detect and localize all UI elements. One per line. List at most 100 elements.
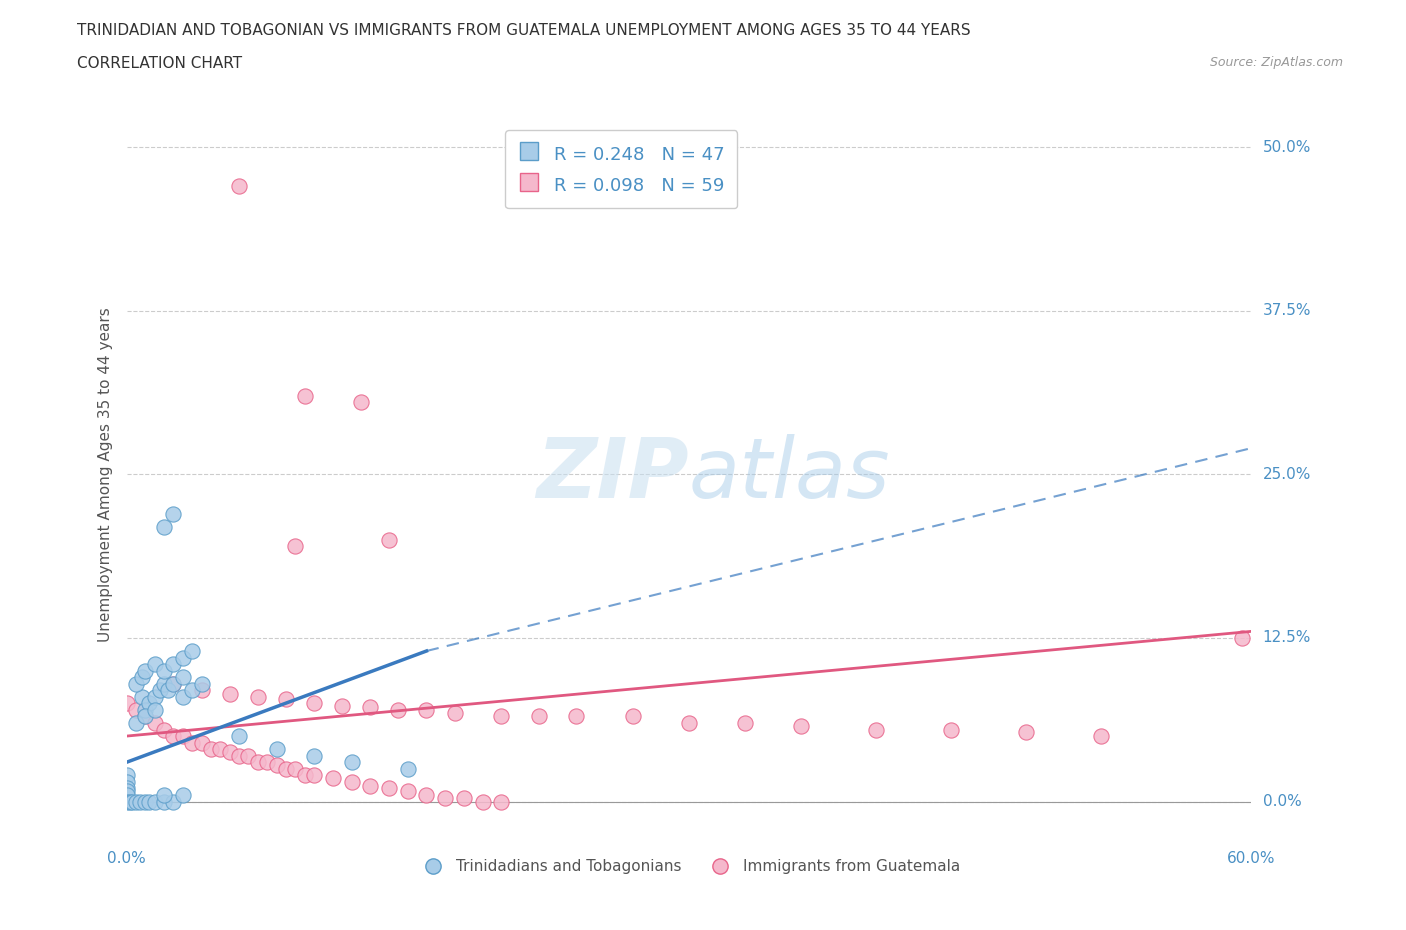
Point [302, 749, 325, 764]
Point [153, 722, 176, 737]
Point [294, 768, 316, 783]
Point [284, 538, 307, 553]
Point [453, 790, 475, 805]
Text: TRINIDADIAN AND TOBAGONIAN VS IMMIGRANTS FROM GUATEMALA UNEMPLOYMENT AMONG AGES : TRINIDADIAN AND TOBAGONIAN VS IMMIGRANTS… [77, 23, 972, 38]
Point [340, 755, 363, 770]
Point [125, 715, 148, 730]
Legend: Trinidadians and Tobagonians, Immigrants from Guatemala: Trinidadians and Tobagonians, Immigrants… [412, 853, 966, 880]
Point [228, 749, 250, 764]
Text: 0.0%: 0.0% [1263, 794, 1302, 809]
Point [734, 715, 756, 730]
Point [134, 709, 156, 724]
Point [120, 794, 142, 809]
Point [143, 657, 166, 671]
Point [415, 788, 437, 803]
Text: ZIP: ZIP [536, 433, 689, 515]
Text: 50.0%: 50.0% [1263, 140, 1310, 154]
Point [172, 670, 194, 684]
Point [340, 775, 363, 790]
Point [218, 686, 240, 701]
Point [621, 709, 644, 724]
Point [471, 794, 494, 809]
Point [274, 692, 297, 707]
Text: 60.0%: 60.0% [1227, 851, 1275, 866]
Point [143, 794, 166, 809]
Point [378, 781, 401, 796]
Point [359, 778, 381, 793]
Text: atlas: atlas [689, 433, 890, 515]
Point [143, 715, 166, 730]
Text: Source: ZipAtlas.com: Source: ZipAtlas.com [1209, 56, 1343, 69]
Point [143, 689, 166, 704]
Point [238, 749, 260, 764]
Point [138, 696, 160, 711]
Point [434, 790, 457, 805]
Point [162, 676, 184, 691]
Point [396, 762, 419, 777]
Point [865, 722, 887, 737]
Point [138, 794, 160, 809]
Point [172, 689, 194, 704]
Point [200, 742, 222, 757]
Point [941, 722, 963, 737]
Y-axis label: Unemployment Among Ages 35 to 44 years: Unemployment Among Ages 35 to 44 years [97, 307, 112, 642]
Text: 0.0%: 0.0% [107, 851, 146, 866]
Point [246, 689, 269, 704]
Point [128, 794, 150, 809]
Point [190, 683, 212, 698]
Point [266, 742, 288, 757]
Point [284, 762, 307, 777]
Point [302, 768, 325, 783]
Point [115, 788, 138, 803]
Point [1090, 728, 1112, 743]
Point [156, 683, 179, 698]
Point [228, 179, 250, 193]
Point [115, 781, 138, 796]
Point [181, 683, 204, 698]
Point [153, 519, 176, 534]
Point [491, 794, 513, 809]
Point [125, 676, 148, 691]
Point [115, 784, 138, 799]
Point [790, 718, 813, 733]
Point [350, 395, 373, 410]
Point [256, 755, 278, 770]
Point [115, 794, 138, 809]
Point [172, 788, 194, 803]
Point [1015, 724, 1038, 739]
Point [134, 663, 156, 678]
Point [190, 676, 212, 691]
Point [162, 728, 184, 743]
Point [266, 757, 288, 772]
Point [162, 506, 184, 521]
Point [396, 784, 419, 799]
Point [131, 670, 153, 684]
Point [131, 689, 153, 704]
Point [565, 709, 588, 724]
Point [153, 794, 176, 809]
Point [302, 696, 325, 711]
Point [218, 744, 240, 759]
Point [228, 728, 250, 743]
Point [246, 755, 269, 770]
Point [330, 698, 353, 713]
Point [115, 696, 138, 711]
Point [134, 709, 156, 724]
Point [678, 715, 700, 730]
Point [149, 683, 172, 698]
Point [125, 794, 148, 809]
Point [378, 532, 401, 547]
Point [1230, 631, 1253, 645]
Text: CORRELATION CHART: CORRELATION CHART [77, 56, 242, 71]
Point [121, 794, 143, 809]
Point [134, 702, 156, 717]
Point [443, 705, 465, 720]
Point [181, 644, 204, 658]
Point [172, 650, 194, 665]
Point [190, 736, 212, 751]
Point [359, 700, 381, 715]
Point [172, 728, 194, 743]
Point [153, 676, 176, 691]
Point [294, 389, 316, 404]
Point [143, 702, 166, 717]
